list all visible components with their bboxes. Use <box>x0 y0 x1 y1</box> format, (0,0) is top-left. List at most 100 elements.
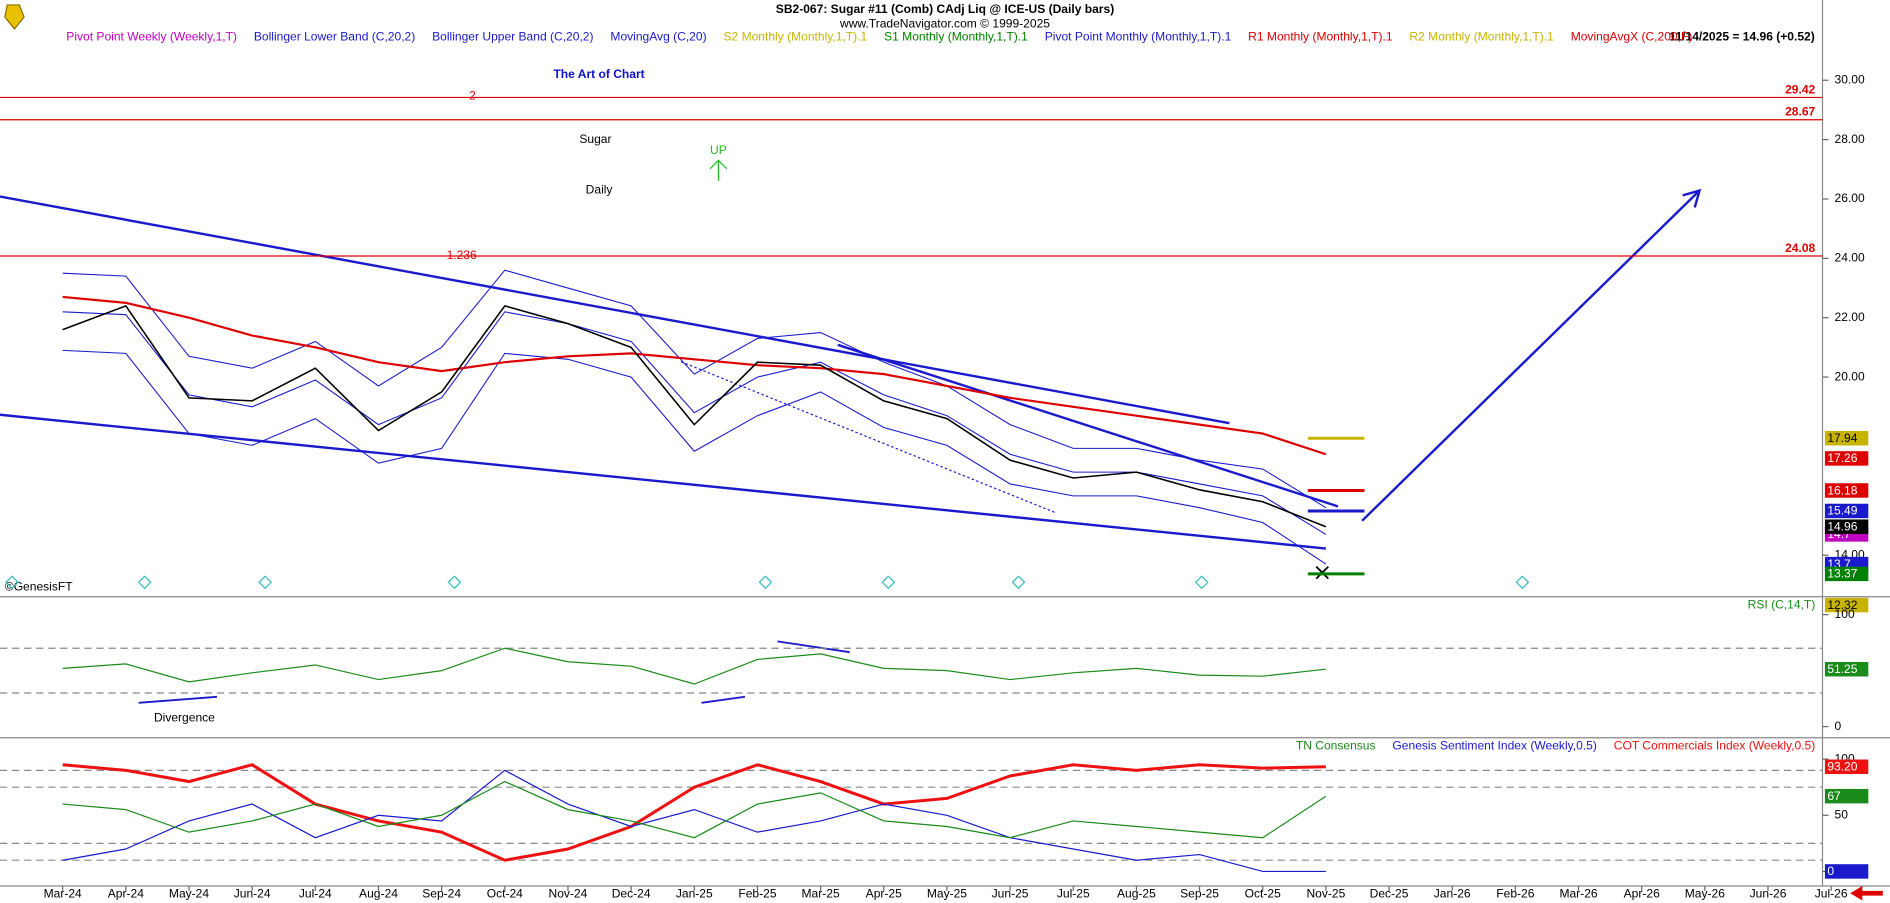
divergence-line <box>777 640 850 654</box>
x-tick-label: May-26 <box>1685 887 1725 901</box>
legend-item: R2 Monthly (Monthly,1,T).1 <box>1409 30 1554 44</box>
event-icon <box>137 575 152 590</box>
y-tick-label: 100 <box>1835 607 1855 621</box>
annotation: ©GenesisFT <box>5 579 73 593</box>
event-icon <box>1515 575 1530 590</box>
y-tick-label: 30.00 <box>1835 72 1865 86</box>
legend-item: S1 Monthly (Monthly,1,T).1 <box>884 30 1028 44</box>
series-line <box>62 647 1326 685</box>
series-line <box>62 311 1327 535</box>
x-tick-label: Aug-25 <box>1117 887 1156 901</box>
legend-item: S2 Monthly (Monthly,1,T).1 <box>723 30 867 44</box>
value-label: 51.25 <box>1827 662 1857 676</box>
x-tick-label: Sep-25 <box>1180 887 1219 901</box>
value-box <box>1824 451 1869 466</box>
y-tick-label: 22.00 <box>1835 310 1865 324</box>
event-icon <box>447 575 462 590</box>
series-line <box>62 269 1327 509</box>
event-icon <box>1011 575 1026 590</box>
divergence-line <box>701 695 746 704</box>
x-tick-label: Dec-24 <box>612 887 651 901</box>
legend-item: Bollinger Lower Band (C,20,2) <box>254 30 415 44</box>
series-line <box>62 780 1327 839</box>
arrow-head <box>1682 188 1702 208</box>
event-icon <box>758 575 773 590</box>
series-line <box>62 295 1327 456</box>
event-icon <box>1194 575 1209 590</box>
up-arrow <box>709 159 728 181</box>
x-tick-label: Sep-24 <box>422 887 461 901</box>
value-label: 0 <box>1827 864 1834 878</box>
value-box <box>1824 661 1869 677</box>
projection-arrow <box>1361 189 1701 522</box>
x-tick-label: Nov-24 <box>549 887 588 901</box>
legend-item: Pivot Point Monthly (Monthly,1,T).1 <box>1045 30 1232 44</box>
x-tick-label: Jul-26 <box>1815 887 1848 901</box>
value-box <box>1824 430 1869 446</box>
x-tick-label: Mar-25 <box>802 887 840 901</box>
event-icon <box>5 575 19 590</box>
legend-item: Bollinger Upper Band (C,20,2) <box>432 30 593 44</box>
x-tick-label: Jan-26 <box>1434 887 1471 901</box>
value-box <box>1824 864 1869 879</box>
x-tick-label: May-25 <box>927 887 967 901</box>
value-box <box>1824 566 1869 582</box>
y-tick-label: 28.00 <box>1835 132 1865 146</box>
annotation: 1.236 <box>447 248 477 262</box>
trendline <box>0 413 1327 550</box>
value-box <box>1824 759 1869 774</box>
trendline <box>0 195 1230 425</box>
x-tick-label: Apr-25 <box>866 887 902 901</box>
hline-label: 28.67 <box>1785 105 1815 119</box>
value-label: 17.26 <box>1827 451 1857 465</box>
x-tick-label: Mar-26 <box>1559 887 1597 901</box>
y-tick-label: 24.00 <box>1835 251 1865 265</box>
scroll-icon[interactable] <box>1850 886 1883 901</box>
logo <box>4 4 25 30</box>
x-tick-label: Apr-24 <box>108 887 144 901</box>
value-label: 67 <box>1827 789 1841 803</box>
value-label: 17.94 <box>1827 431 1857 445</box>
value-box <box>1824 597 1869 613</box>
trendline <box>837 343 1339 508</box>
event-icon <box>881 575 896 590</box>
chart-subtitle: Sugar <box>579 132 611 146</box>
y-tick-label: 0 <box>1835 719 1842 733</box>
legend-item: TN Consensus <box>1296 738 1376 752</box>
x-tick-label: Oct-24 <box>487 887 523 901</box>
value-label: 15.49 <box>1827 504 1857 518</box>
annotation: 2 <box>469 89 476 103</box>
header-symbol: SB2-067: Sugar #11 (Comb) CAdj Liq @ ICE… <box>776 2 1114 16</box>
x-tick-label: Feb-25 <box>738 887 776 901</box>
value-label: 12.32 <box>1827 598 1857 612</box>
value-box <box>1824 503 1869 519</box>
x-tick-label: May-24 <box>169 887 209 901</box>
y-tick-label: 26.00 <box>1835 191 1865 205</box>
series-line <box>62 349 1327 565</box>
annotation: UP <box>710 143 727 157</box>
x-tick-label: Apr-26 <box>1624 887 1660 901</box>
legend-item: MovingAvg (C,20) <box>610 30 706 44</box>
legend-item: R1 Monthly (Monthly,1,T).1 <box>1248 30 1393 44</box>
annotation: Divergence <box>154 711 215 725</box>
annotation: Daily <box>586 183 613 197</box>
header-site: www.TradeNavigator.com © 1999-2025 <box>839 16 1050 30</box>
value-box <box>1824 788 1869 804</box>
value-label: 93.20 <box>1827 760 1857 774</box>
x-tick-label: Mar-24 <box>44 887 82 901</box>
legend-item: MovingAvgX (C,200,F) <box>1571 30 1693 44</box>
x-tick-label: Dec-25 <box>1370 887 1409 901</box>
legend-item: RSI (C,14,T) <box>1748 597 1816 611</box>
x-tick-label: Nov-25 <box>1306 887 1345 901</box>
x-tick-label: Jan-25 <box>676 887 713 901</box>
legend-item: Pivot Point Weekly (Weekly,1,T) <box>66 30 237 44</box>
value-label: 16.18 <box>1827 483 1857 497</box>
legend-item: COT Commercials Index (Weekly,0.5) <box>1614 738 1816 752</box>
trendlines <box>0 188 1702 704</box>
quote: 11/14/2025 = 14.96 (+0.52) <box>1669 30 1814 44</box>
divergence-line <box>138 695 218 704</box>
event-icon <box>258 575 273 590</box>
